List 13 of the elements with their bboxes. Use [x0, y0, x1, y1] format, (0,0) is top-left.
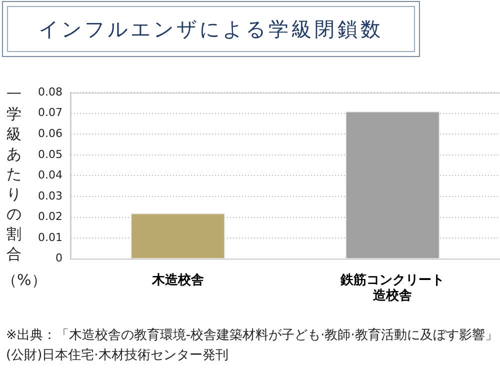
y-tick-label: 0.07: [38, 106, 62, 120]
y-tick-label: 0.04: [38, 168, 62, 182]
y-tick-label: 0.03: [38, 189, 62, 202]
y-tick-label: 0.02: [38, 210, 62, 224]
y-tick-label: 0.06: [38, 127, 62, 140]
y-tick-label: 0.05: [38, 148, 62, 161]
y-tick-label: 0: [55, 252, 62, 265]
x-tick-label: 木造校舎: [150, 272, 204, 288]
chart-title: インフルエンザによる学級閉鎖数: [7, 6, 415, 52]
y-tick-label: 0.01: [38, 230, 62, 244]
text: ※出典：「木造校舎の教育環境-校舎建築材料が子ども·教師·教育活動に及ぼす影響」(公財)日本住宅·木材技術センター発刊: [6, 326, 498, 365]
x-tick-label: 鉄筋コンクリート造校舎: [340, 272, 445, 304]
y-tick-label: 0.08: [38, 85, 62, 98]
